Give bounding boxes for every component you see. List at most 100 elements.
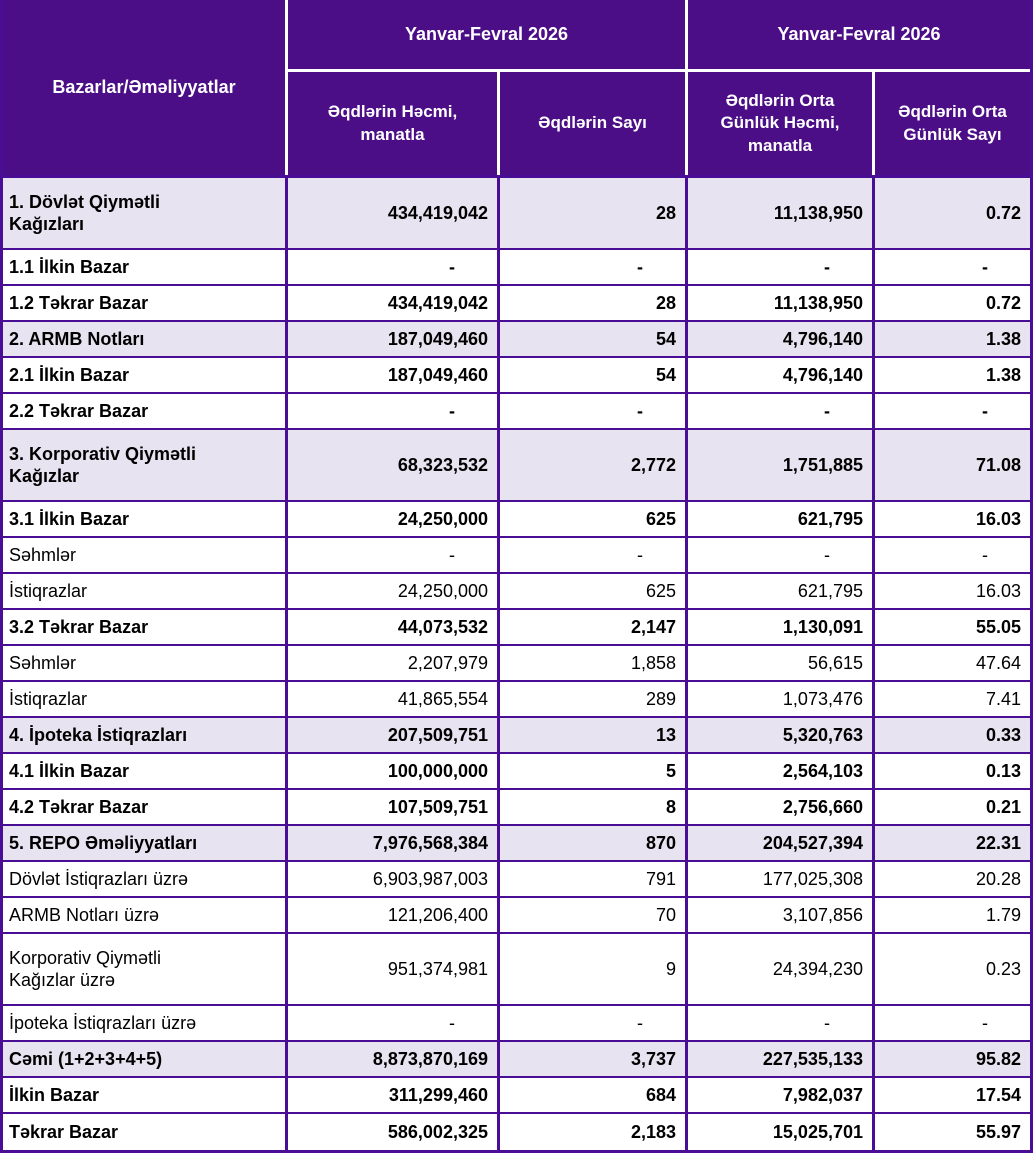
cell-value: 204,527,394 [688, 826, 875, 862]
cell-value: - [500, 538, 688, 574]
cell-value: 1,073,476 [688, 682, 875, 718]
cell-value: - [288, 538, 500, 574]
cell-value: - [500, 250, 688, 286]
cell-value: - [288, 250, 500, 286]
cell-value: 1.79 [875, 898, 1030, 934]
cell-value: 44,073,532 [288, 610, 500, 646]
row-label: 4. İpoteka İstiqrazları [3, 718, 288, 754]
table-row: 1. Dövlət Qiymətli Kağızları 434,419,042 2… [3, 178, 1030, 250]
cell-value: 0.21 [875, 790, 1030, 826]
cell-value: 17.54 [875, 1078, 1030, 1114]
cell-value: 0.72 [875, 286, 1030, 322]
row-label: 1.1 İlkin Bazar [3, 250, 288, 286]
cell-value: 28 [500, 286, 688, 322]
row-label: 2. ARMB Notları [3, 322, 288, 358]
group-header-period-2: Yanvar-Fevral 2026 [688, 0, 1030, 72]
cell-value: 621,795 [688, 574, 875, 610]
cell-value: 434,419,042 [288, 178, 500, 250]
group-header-period-1: Yanvar-Fevral 2026 [288, 0, 688, 72]
table-row: 2.2 Təkrar Bazar - - - - [3, 394, 1030, 430]
table-row: 4. İpoteka İstiqrazları 207,509,751 13 5,32… [3, 718, 1030, 754]
cell-value: 870 [500, 826, 688, 862]
cell-value: 2,756,660 [688, 790, 875, 826]
cell-value: 5 [500, 754, 688, 790]
cell-value: 227,535,133 [688, 1042, 875, 1078]
cell-value: - [875, 538, 1030, 574]
row-label: 3. Korporativ Qiymətli Kağızlar [3, 430, 288, 502]
cell-value: 9 [500, 934, 688, 1006]
cell-value: 1,130,091 [688, 610, 875, 646]
row-label: Təkrar Bazar [3, 1114, 288, 1150]
table-header: Bazarlar/Əməliyyatlar Yanvar-Fevral 2026… [3, 0, 1030, 175]
cell-value: 56,615 [688, 646, 875, 682]
cell-value: 4,796,140 [688, 358, 875, 394]
cell-value: 13 [500, 718, 688, 754]
subheader-avg-daily-count: Əqdlərin Orta Günlük Sayı [898, 102, 1007, 144]
table-body: 1. Dövlət Qiymətli Kağızları 434,419,042 2… [3, 175, 1030, 1150]
cell-value: - [288, 1006, 500, 1042]
subheader-avg-daily-volume: Əqdlərin Orta Günlük Həcmi, manatla [688, 72, 875, 175]
cell-value: - [875, 250, 1030, 286]
cell-value: 0.23 [875, 934, 1030, 1006]
cell-value: 2,183 [500, 1114, 688, 1150]
cell-value: - [688, 538, 875, 574]
cell-value: - [875, 1006, 1030, 1042]
row-label: ARMB Notları üzrə [3, 898, 288, 934]
cell-value: 2,564,103 [688, 754, 875, 790]
row-label: 5. REPO Əməliyyatları [3, 826, 288, 862]
table-row: 3.2 Təkrar Bazar 44,073,532 2,147 1,130,091… [3, 610, 1030, 646]
cell-value: 434,419,042 [288, 286, 500, 322]
cell-value: 5,320,763 [688, 718, 875, 754]
cell-value: 16.03 [875, 574, 1030, 610]
cell-value: 0.72 [875, 178, 1030, 250]
table-row: Cəmi (1+2+3+4+5) 8,873,870,169 3,737 227,53… [3, 1042, 1030, 1078]
cell-value: 586,002,325 [288, 1114, 500, 1150]
cell-value: 2,772 [500, 430, 688, 502]
cell-value: 791 [500, 862, 688, 898]
row-label: 1. Dövlət Qiymətli Kağızları [3, 178, 288, 250]
cell-value: - [875, 394, 1030, 430]
table-row: Təkrar Bazar 586,002,325 2,183 15,025,701 55… [3, 1114, 1030, 1150]
row-label: 4.1 İlkin Bazar [3, 754, 288, 790]
cell-value: 1,751,885 [688, 430, 875, 502]
row-label: 4.2 Təkrar Bazar [3, 790, 288, 826]
cell-value: 6,903,987,003 [288, 862, 500, 898]
table-row: 1.1 İlkin Bazar - - - - [3, 250, 1030, 286]
cell-value: 621,795 [688, 502, 875, 538]
cell-value: 1.38 [875, 322, 1030, 358]
table-row: 4.1 İlkin Bazar 100,000,000 5 2,564,103 0.13 [3, 754, 1030, 790]
row-label: İstiqrazlar [3, 574, 288, 610]
cell-value: 3,107,856 [688, 898, 875, 934]
table-row: 1.2 Təkrar Bazar 434,419,042 28 11,138,950 0… [3, 286, 1030, 322]
cell-value: 207,509,751 [288, 718, 500, 754]
cell-value: 0.33 [875, 718, 1030, 754]
row-label: Cəmi (1+2+3+4+5) [3, 1042, 288, 1078]
row-label: 2.1 İlkin Bazar [3, 358, 288, 394]
cell-value: 11,138,950 [688, 286, 875, 322]
row-label: Dövlət İstiqrazları üzrə [3, 862, 288, 898]
cell-value: 41,865,554 [288, 682, 500, 718]
table-row: 4.2 Təkrar Bazar 107,509,751 8 2,756,660 0.2… [3, 790, 1030, 826]
cell-value: 7.41 [875, 682, 1030, 718]
table-row: 5. REPO Əməliyyatları 7,976,568,384 870 204… [3, 826, 1030, 862]
cell-value: - [500, 1006, 688, 1042]
cell-value: 11,138,950 [688, 178, 875, 250]
cell-value: 625 [500, 502, 688, 538]
subheader-count: Əqdlərin Sayı [500, 72, 688, 175]
cell-value: 684 [500, 1078, 688, 1114]
row-label: İstiqrazlar [3, 682, 288, 718]
cell-value: 55.97 [875, 1114, 1030, 1150]
cell-value: 311,299,460 [288, 1078, 500, 1114]
cell-value: 7,982,037 [688, 1078, 875, 1114]
cell-value: 20.28 [875, 862, 1030, 898]
cell-value: 1,858 [500, 646, 688, 682]
cell-value: 54 [500, 358, 688, 394]
table-row: Dövlət İstiqrazları üzrə 6,903,987,003 791… [3, 862, 1030, 898]
subheader-volume: Əqdlərin Həcmi, manatla [288, 72, 500, 175]
cell-value: 4,796,140 [688, 322, 875, 358]
row-label: Korporativ Qiymətli Kağızlar üzrə [3, 934, 288, 1006]
cell-value: 28 [500, 178, 688, 250]
row-label: 2.2 Təkrar Bazar [3, 394, 288, 430]
row-label: 3.2 Təkrar Bazar [3, 610, 288, 646]
